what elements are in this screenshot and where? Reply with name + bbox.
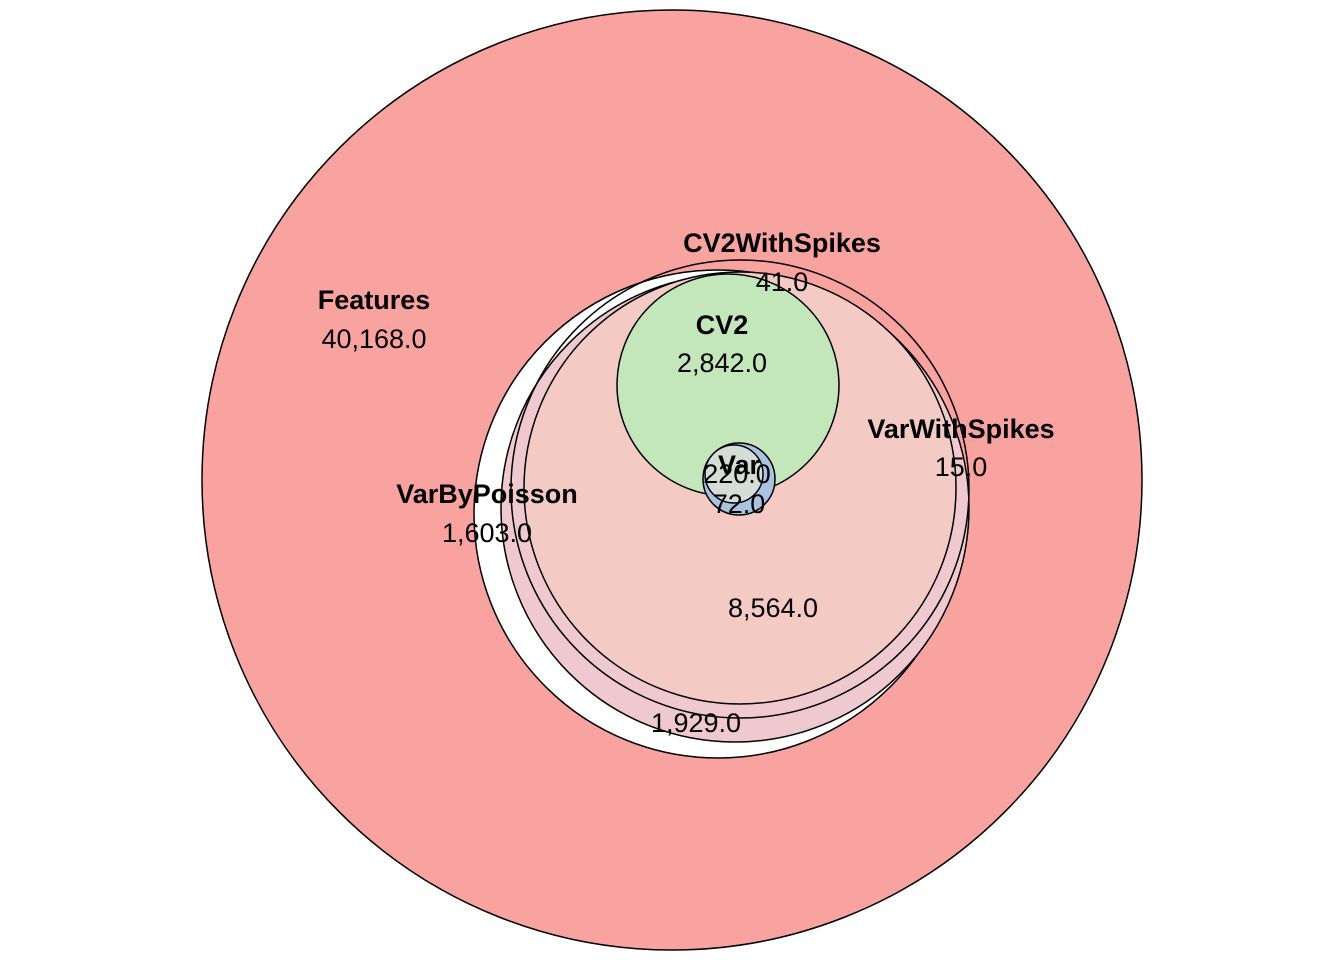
var-with-spikes-label: VarWithSpikes: [867, 414, 1054, 444]
ring-count: 1,929.0: [651, 708, 741, 738]
var-inner-count: 72.0: [713, 489, 766, 519]
features-count: 40,168.0: [321, 324, 426, 354]
cv2-with-spikes-count: 41.0: [756, 267, 809, 297]
var-with-spikes-circle: [510, 259, 970, 719]
var-count: 220.0: [703, 459, 771, 489]
cv2-with-spikes-label: CV2WithSpikes: [683, 228, 881, 258]
features-label: Features: [318, 285, 431, 315]
cv2-count: 2,842.0: [677, 348, 767, 378]
var-inner-circle: [704, 444, 764, 504]
var-by-poisson-label: VarByPoisson: [396, 479, 578, 509]
core-count: 8,564.0: [728, 593, 818, 623]
var-with-spikes-count: 15.0: [935, 452, 988, 482]
cv2-label: CV2: [696, 310, 749, 340]
var-by-poisson-count: 1,603.0: [442, 518, 532, 548]
var-label: Var: [718, 450, 761, 480]
